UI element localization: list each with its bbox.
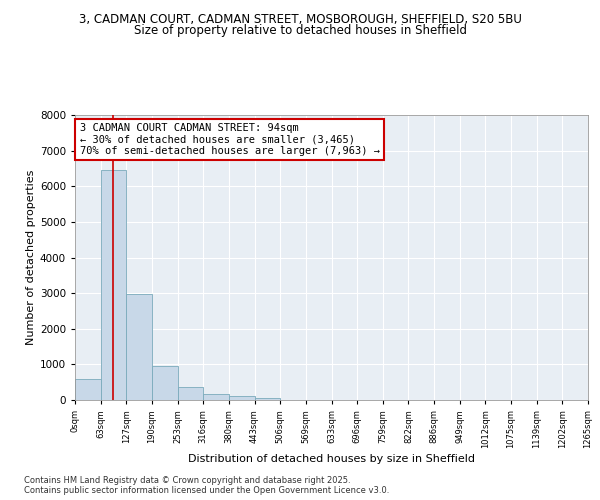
X-axis label: Distribution of detached houses by size in Sheffield: Distribution of detached houses by size … xyxy=(188,454,475,464)
Bar xyxy=(178,387,203,400)
Text: 3 CADMAN COURT CADMAN STREET: 94sqm
← 30% of detached houses are smaller (3,465): 3 CADMAN COURT CADMAN STREET: 94sqm ← 30… xyxy=(80,123,380,156)
Bar xyxy=(127,294,152,400)
Bar xyxy=(203,394,229,400)
Bar xyxy=(152,366,178,400)
Text: 3, CADMAN COURT, CADMAN STREET, MOSBOROUGH, SHEFFIELD, S20 5BU: 3, CADMAN COURT, CADMAN STREET, MOSBOROU… xyxy=(79,12,521,26)
Text: Contains HM Land Registry data © Crown copyright and database right 2025.
Contai: Contains HM Land Registry data © Crown c… xyxy=(24,476,389,495)
Bar xyxy=(229,396,254,400)
Bar xyxy=(75,380,101,400)
Text: Size of property relative to detached houses in Sheffield: Size of property relative to detached ho… xyxy=(133,24,467,37)
Bar xyxy=(254,398,280,400)
Bar xyxy=(101,170,127,400)
Y-axis label: Number of detached properties: Number of detached properties xyxy=(26,170,35,345)
